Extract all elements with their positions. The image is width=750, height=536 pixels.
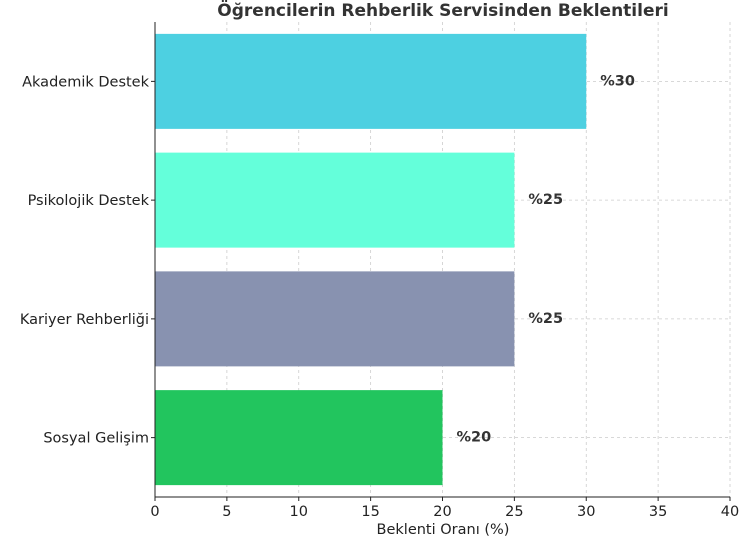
- value-label: %25: [528, 311, 563, 327]
- x-tick-label: 25: [505, 504, 523, 520]
- x-tick-label: 30: [577, 504, 595, 520]
- axes: Akademik Destek Psikolojik Destek Kariyer …: [20, 22, 739, 520]
- bar: [155, 271, 515, 367]
- x-tick-label: 0: [150, 504, 159, 520]
- value-label: %20: [457, 430, 492, 446]
- bars: %30 %25 %25 %20: [155, 33, 635, 486]
- x-axis-title: Beklenti Oranı (%): [377, 522, 510, 536]
- value-label: %30: [600, 73, 635, 89]
- x-tick-label: 40: [721, 504, 739, 520]
- bar: [155, 33, 587, 129]
- x-tick-label: 5: [222, 504, 231, 520]
- x-tick-label: 10: [290, 504, 308, 520]
- bar: [155, 390, 443, 486]
- bar: [155, 152, 515, 248]
- x-tick-label: 15: [361, 504, 379, 520]
- category-label: Akademik Destek: [22, 74, 149, 90]
- category-label: Sosyal Gelişim: [43, 431, 149, 447]
- value-label: %25: [528, 192, 563, 208]
- chart-title: Öğrencilerin Rehberlik Servisinden Bekle…: [217, 0, 668, 21]
- x-tick-label: 20: [433, 504, 451, 520]
- category-label: Psikolojik Destek: [28, 193, 150, 209]
- x-tick-label: 35: [649, 504, 667, 520]
- category-label: Kariyer Rehberliği: [20, 312, 149, 328]
